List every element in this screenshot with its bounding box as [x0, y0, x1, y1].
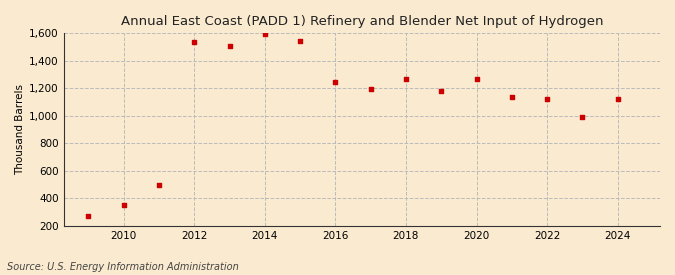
- Point: [541, 97, 552, 101]
- Point: [612, 97, 623, 101]
- Point: [330, 80, 341, 84]
- Point: [577, 115, 588, 119]
- Point: [506, 94, 517, 99]
- Text: Source: U.S. Energy Information Administration: Source: U.S. Energy Information Administ…: [7, 262, 238, 272]
- Point: [189, 39, 200, 44]
- Point: [365, 87, 376, 91]
- Point: [400, 77, 411, 82]
- Point: [436, 89, 447, 93]
- Point: [259, 32, 270, 36]
- Point: [153, 182, 164, 187]
- Y-axis label: Thousand Barrels: Thousand Barrels: [15, 84, 25, 175]
- Point: [295, 39, 306, 43]
- Point: [224, 43, 235, 48]
- Point: [471, 76, 482, 81]
- Point: [118, 203, 129, 207]
- Point: [83, 213, 94, 218]
- Title: Annual East Coast (PADD 1) Refinery and Blender Net Input of Hydrogen: Annual East Coast (PADD 1) Refinery and …: [121, 15, 603, 28]
